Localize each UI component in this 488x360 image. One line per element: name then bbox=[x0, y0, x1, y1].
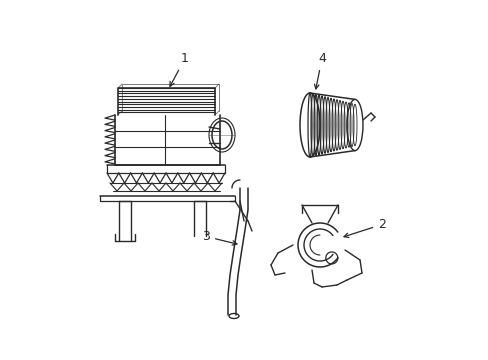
Text: 1: 1 bbox=[170, 52, 188, 86]
Text: 4: 4 bbox=[314, 52, 325, 89]
Text: 2: 2 bbox=[343, 218, 385, 238]
Text: 3: 3 bbox=[202, 230, 237, 245]
